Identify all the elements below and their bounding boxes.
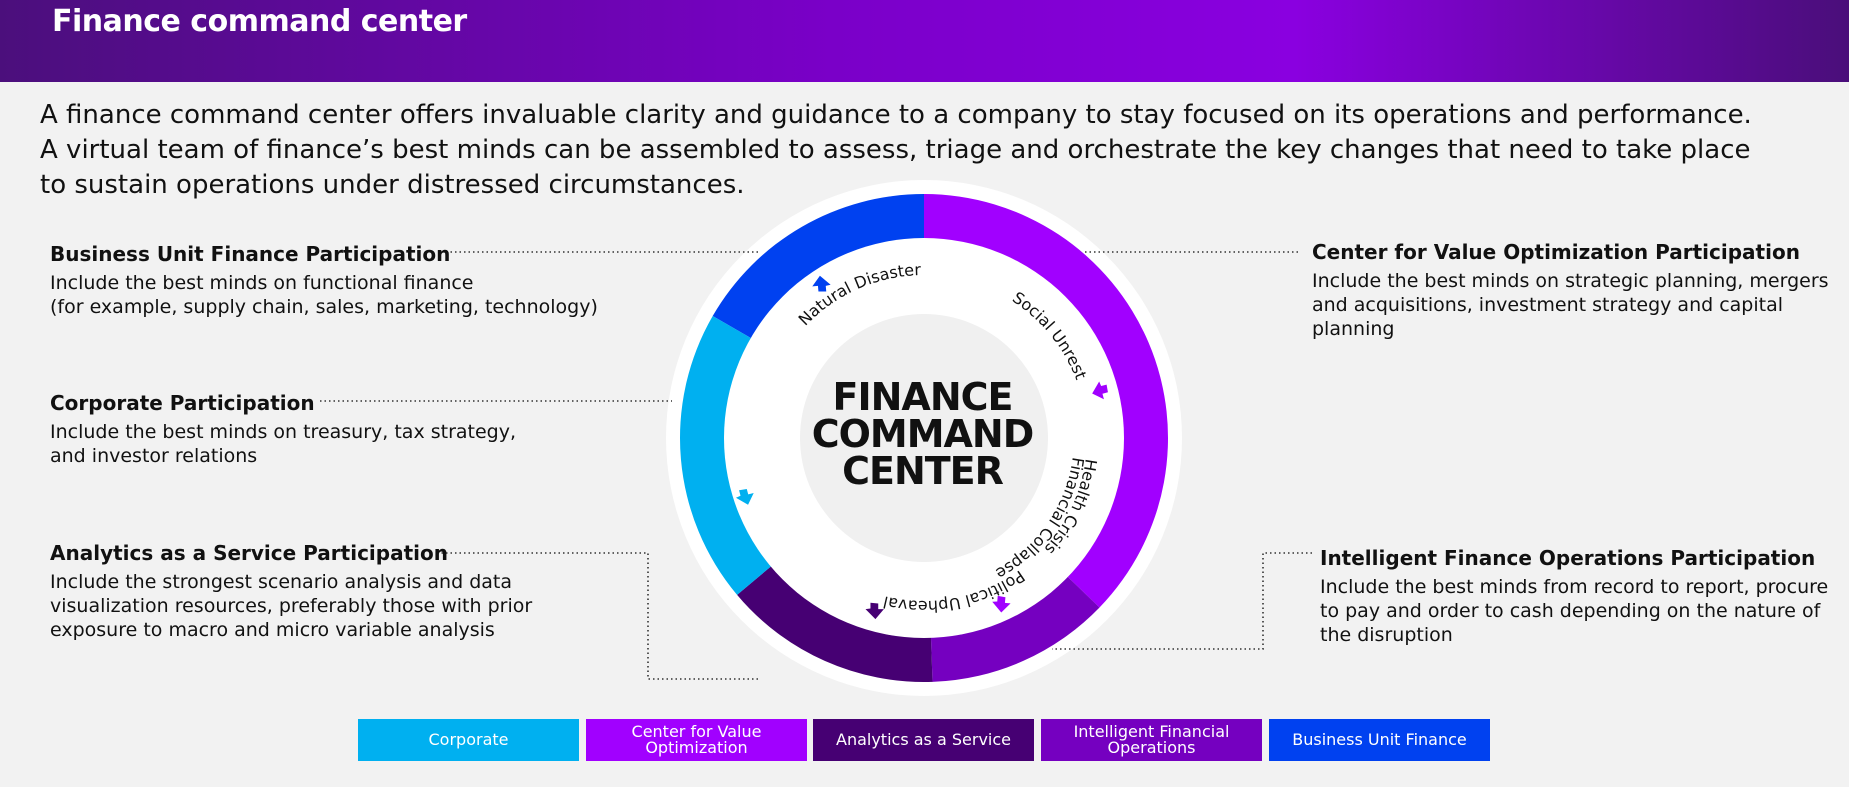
page-title: Finance command center [52, 4, 467, 39]
business-unit-desc: Include the best minds on functional fin… [50, 271, 610, 319]
legend-item-analytics: Analytics as a Service [813, 719, 1034, 761]
desc-line: planning [1312, 318, 1395, 340]
desc-line: Include the strongest scenario analysis … [50, 571, 512, 593]
desc-line: and acquisitions, investment strategy an… [1312, 294, 1784, 316]
ring-core [800, 314, 1048, 562]
value-optimization-block: Center for Value Optimization Participat… [1312, 239, 1832, 341]
intro-line: A virtual team of finance’s best minds c… [40, 135, 1751, 165]
arrow-intelligent-ops [992, 595, 1011, 613]
analytics-title: Analytics as a Service Participation [50, 541, 448, 565]
arrow-corporate [735, 488, 754, 505]
value-optimization-desc: Include the best minds on strategic plan… [1312, 269, 1832, 341]
legend-item-business-unit: Business Unit Finance [1269, 719, 1490, 761]
intelligent-ops-title: Intelligent Finance Operations Participa… [1320, 546, 1816, 570]
arrow-analytics [865, 602, 884, 620]
center-title: FINANCE COMMAND CENTER [790, 375, 1055, 493]
center-title-line: FINANCE [832, 375, 1014, 419]
legend-item-corporate: Corporate [358, 719, 579, 761]
desc-line: (for example, supply chain, sales, marke… [50, 296, 598, 318]
desc-line: Include the best minds from record to re… [1320, 576, 1829, 598]
analytics-block: Analytics as a Service Participation Inc… [50, 540, 550, 642]
corporate-title: Corporate Participation [50, 391, 315, 415]
arrow-business-unit [812, 275, 831, 292]
corporate-desc: Include the best minds on treasury, tax … [50, 420, 530, 468]
center-title-line: CENTER [842, 449, 1004, 493]
analytics-desc: Include the strongest scenario analysis … [50, 570, 550, 642]
intelligent-ops-desc: Include the best minds from record to re… [1320, 575, 1830, 647]
intro-line: A finance command center offers invaluab… [40, 100, 1752, 130]
desc-line: Include the best minds on strategic plan… [1312, 270, 1829, 292]
desc-line: Include the best minds on functional fin… [50, 272, 474, 294]
header-bar: Finance command center [0, 0, 1849, 82]
desc-line: exposure to macro and micro variable ana… [50, 619, 495, 641]
business-unit-title: Business Unit Finance Participation [50, 242, 451, 266]
legend-label: Corporate [428, 730, 509, 749]
intelligent-ops-block: Intelligent Finance Operations Participa… [1320, 545, 1830, 647]
desc-line: Include the best minds on treasury, tax … [50, 421, 517, 443]
legend-item-intelligent-ops: Intelligent Financial Operations [1041, 719, 1262, 761]
corporate-block: Corporate Participation Include the best… [50, 390, 530, 468]
value-optimization-title: Center for Value Optimization Participat… [1312, 240, 1800, 264]
desc-line: and investor relations [50, 445, 258, 467]
legend-label: Business Unit Finance [1292, 730, 1467, 749]
segment-analytics [737, 558, 933, 682]
intro-line: to sustain operations under distressed c… [40, 170, 745, 200]
segment-intelligent-ops [930, 568, 1100, 682]
desc-line: visualization resources, preferably thos… [50, 595, 533, 617]
legend-item-value-optimization: Center for Value Optimization [586, 719, 807, 761]
center-title-line: COMMAND [811, 412, 1035, 456]
business-unit-block: Business Unit Finance Participation Incl… [50, 241, 610, 319]
connector-analytics [437, 552, 760, 680]
flow-arrows [735, 275, 1108, 620]
intro-paragraph: A finance command center offers invaluab… [40, 98, 1820, 203]
legend-label: Center for Value Optimization [631, 722, 762, 757]
desc-line: to pay and order to cash depending on th… [1320, 600, 1821, 622]
legend-label: Analytics as a Service [836, 730, 1011, 749]
desc-line: the disruption [1320, 624, 1453, 646]
legend-label: Intelligent Financial Operations [1073, 722, 1230, 757]
arrow-value-optimization [1092, 381, 1108, 400]
